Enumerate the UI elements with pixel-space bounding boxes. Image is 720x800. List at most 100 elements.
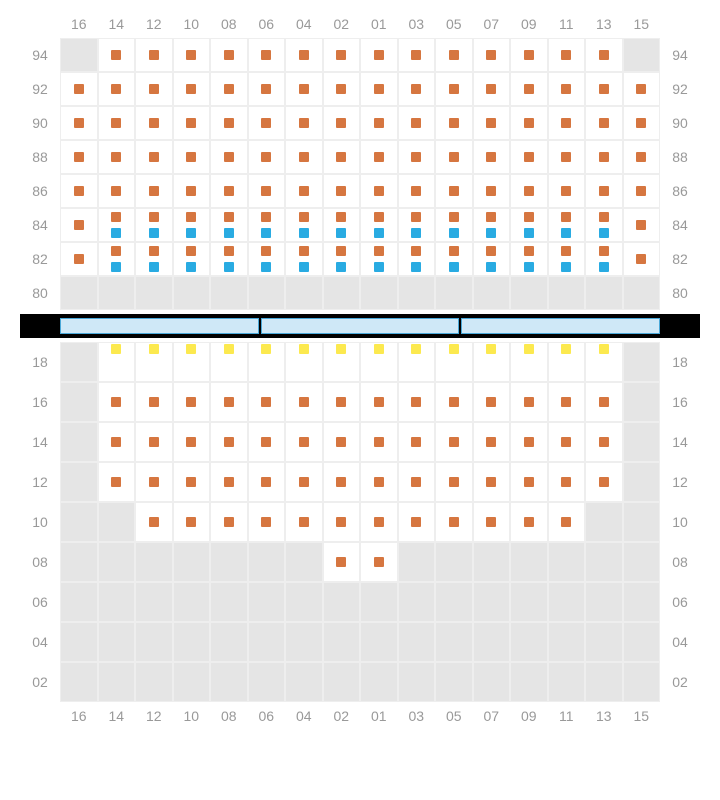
seat-cell[interactable] — [248, 38, 286, 72]
seat-cell[interactable] — [360, 174, 398, 208]
seat-cell[interactable] — [623, 542, 661, 582]
seat-cell[interactable] — [60, 140, 98, 174]
seat-cell[interactable] — [173, 72, 211, 106]
seat-cell[interactable] — [435, 662, 473, 702]
seat-cell[interactable] — [510, 662, 548, 702]
seat-cell[interactable] — [173, 542, 211, 582]
seat-cell[interactable] — [135, 422, 173, 462]
seat-cell[interactable] — [135, 242, 173, 276]
seat-cell[interactable] — [210, 38, 248, 72]
seat-cell[interactable] — [285, 276, 323, 310]
seat-cell[interactable] — [435, 208, 473, 242]
seat-cell[interactable] — [60, 582, 98, 622]
seat-cell[interactable] — [548, 502, 586, 542]
seat-cell[interactable] — [285, 502, 323, 542]
seat-cell[interactable] — [435, 174, 473, 208]
seat-cell[interactable] — [435, 106, 473, 140]
seat-cell[interactable] — [585, 542, 623, 582]
seat-cell[interactable] — [135, 462, 173, 502]
seat-cell[interactable] — [248, 140, 286, 174]
seat-cell[interactable] — [323, 622, 361, 662]
seat-cell[interactable] — [473, 342, 511, 382]
seat-cell[interactable] — [173, 174, 211, 208]
seat-cell[interactable] — [210, 502, 248, 542]
seat-cell[interactable] — [323, 342, 361, 382]
seat-cell[interactable] — [548, 662, 586, 702]
seat-cell[interactable] — [548, 242, 586, 276]
seat-cell[interactable] — [248, 382, 286, 422]
seat-cell[interactable] — [398, 342, 436, 382]
seat-cell[interactable] — [323, 242, 361, 276]
seat-cell[interactable] — [98, 38, 136, 72]
seat-cell[interactable] — [510, 174, 548, 208]
seat-cell[interactable] — [248, 422, 286, 462]
seat-cell[interactable] — [98, 542, 136, 582]
seat-cell[interactable] — [60, 106, 98, 140]
seat-cell[interactable] — [360, 622, 398, 662]
seat-cell[interactable] — [585, 38, 623, 72]
seat-cell[interactable] — [623, 382, 661, 422]
seat-cell[interactable] — [585, 662, 623, 702]
seat-cell[interactable] — [285, 662, 323, 702]
seat-cell[interactable] — [548, 622, 586, 662]
seat-cell[interactable] — [173, 208, 211, 242]
seat-cell[interactable] — [473, 462, 511, 502]
seat-cell[interactable] — [623, 140, 661, 174]
seat-cell[interactable] — [323, 382, 361, 422]
seat-cell[interactable] — [398, 174, 436, 208]
seat-cell[interactable] — [623, 502, 661, 542]
seat-cell[interactable] — [548, 72, 586, 106]
seat-cell[interactable] — [323, 72, 361, 106]
seat-cell[interactable] — [248, 502, 286, 542]
seat-cell[interactable] — [98, 276, 136, 310]
seat-cell[interactable] — [360, 72, 398, 106]
seat-cell[interactable] — [398, 622, 436, 662]
seat-cell[interactable] — [60, 174, 98, 208]
seat-cell[interactable] — [98, 174, 136, 208]
seat-cell[interactable] — [210, 106, 248, 140]
seat-cell[interactable] — [285, 462, 323, 502]
seat-cell[interactable] — [435, 422, 473, 462]
seat-cell[interactable] — [548, 208, 586, 242]
seat-cell[interactable] — [510, 462, 548, 502]
seat-cell[interactable] — [398, 72, 436, 106]
seat-cell[interactable] — [173, 502, 211, 542]
seat-cell[interactable] — [548, 542, 586, 582]
seat-cell[interactable] — [173, 422, 211, 462]
seat-cell[interactable] — [435, 276, 473, 310]
seat-cell[interactable] — [98, 72, 136, 106]
seat-cell[interactable] — [473, 542, 511, 582]
seat-cell[interactable] — [285, 174, 323, 208]
seat-cell[interactable] — [435, 502, 473, 542]
seat-cell[interactable] — [360, 662, 398, 702]
seat-cell[interactable] — [473, 502, 511, 542]
seat-cell[interactable] — [323, 662, 361, 702]
seat-cell[interactable] — [473, 140, 511, 174]
seat-cell[interactable] — [173, 242, 211, 276]
seat-cell[interactable] — [210, 208, 248, 242]
seat-cell[interactable] — [435, 72, 473, 106]
seat-cell[interactable] — [135, 542, 173, 582]
seat-cell[interactable] — [210, 422, 248, 462]
seat-cell[interactable] — [135, 38, 173, 72]
seat-cell[interactable] — [510, 342, 548, 382]
seat-cell[interactable] — [285, 72, 323, 106]
seat-cell[interactable] — [585, 422, 623, 462]
seat-cell[interactable] — [435, 140, 473, 174]
seat-cell[interactable] — [210, 72, 248, 106]
seat-cell[interactable] — [623, 208, 661, 242]
seat-cell[interactable] — [323, 208, 361, 242]
seat-cell[interactable] — [323, 106, 361, 140]
seat-cell[interactable] — [210, 342, 248, 382]
seat-cell[interactable] — [473, 276, 511, 310]
seat-cell[interactable] — [60, 422, 98, 462]
seat-cell[interactable] — [473, 208, 511, 242]
seat-cell[interactable] — [210, 582, 248, 622]
seat-cell[interactable] — [60, 662, 98, 702]
seat-cell[interactable] — [473, 622, 511, 662]
seat-cell[interactable] — [435, 622, 473, 662]
seat-cell[interactable] — [285, 242, 323, 276]
seat-cell[interactable] — [323, 174, 361, 208]
seat-cell[interactable] — [548, 582, 586, 622]
seat-cell[interactable] — [135, 174, 173, 208]
